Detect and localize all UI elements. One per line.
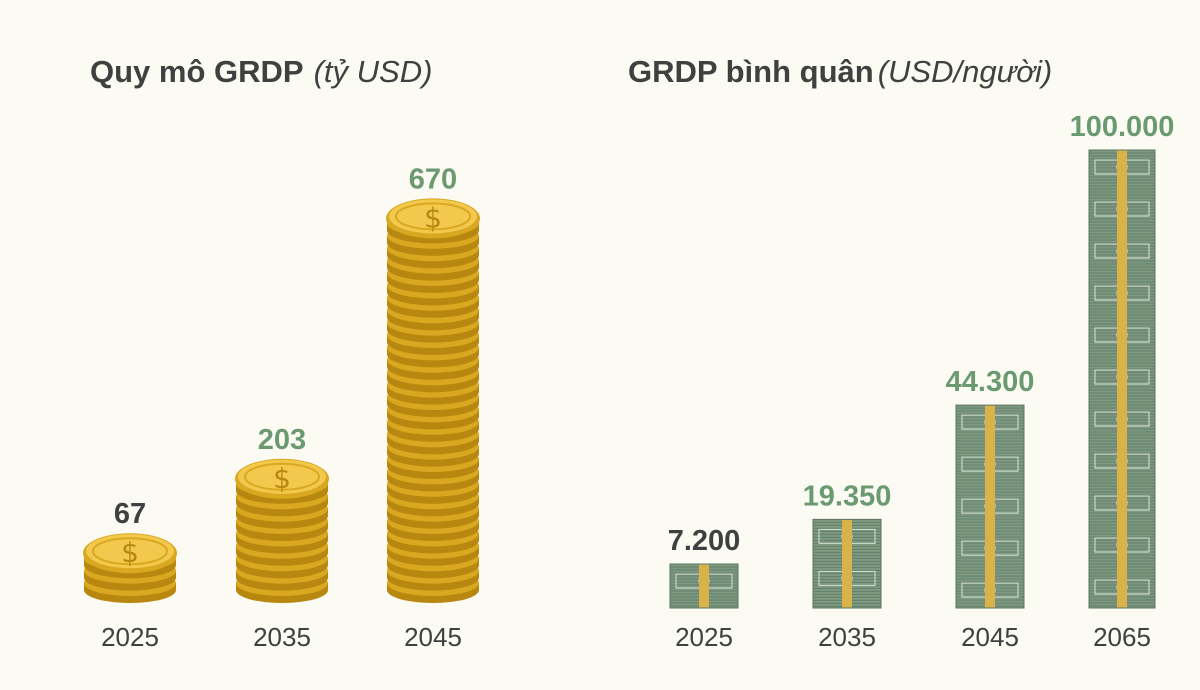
- value-label-2025: 7.200: [668, 525, 741, 557]
- value-label-2065: 100.000: [1070, 111, 1175, 143]
- title-text: Quy mô GRDP: [90, 54, 304, 89]
- chart-title-grdp-per-capita: GRDP bình quân (USD/người): [628, 54, 1052, 90]
- dollar-icon: $: [273, 462, 291, 495]
- value-label-2035: 19.350: [803, 480, 892, 512]
- banknote-stack-bar-2025: [669, 563, 739, 609]
- value-label-2045: 670: [409, 163, 457, 195]
- x-tick-label-2035: 2035: [818, 622, 876, 652]
- title-unit: (USD/người): [877, 54, 1053, 89]
- x-tick-label-2025: 2025: [675, 622, 733, 652]
- chart-title-grdp-scale: Quy mô GRDP (tỷ USD): [90, 54, 432, 90]
- x-tick-label-2045: 2045: [404, 622, 462, 652]
- x-tick-label-2045: 2045: [961, 622, 1019, 652]
- dollar-icon: $: [424, 201, 442, 234]
- banknote-stack-bar-2065: [1088, 149, 1156, 609]
- value-label-2035: 203: [258, 424, 306, 456]
- coin-stack-bar-2045: $: [386, 198, 480, 603]
- value-label-2025: 67: [114, 498, 146, 530]
- title-unit: (tỷ USD): [313, 54, 433, 89]
- x-tick-label-2035: 2035: [253, 622, 311, 652]
- value-label-2045: 44.300: [946, 366, 1035, 398]
- x-tick-label-2025: 2025: [101, 622, 159, 652]
- banknote-stack-bar-2045: [955, 404, 1025, 609]
- coin-stack-bar-2025: $: [83, 533, 177, 603]
- title-text: GRDP bình quân: [628, 54, 874, 89]
- coin-stack-bar-2035: $: [235, 458, 329, 603]
- banknote-stack-bar-2035: [812, 518, 882, 609]
- dollar-icon: $: [121, 536, 139, 569]
- x-tick-label-2065: 2065: [1093, 622, 1151, 652]
